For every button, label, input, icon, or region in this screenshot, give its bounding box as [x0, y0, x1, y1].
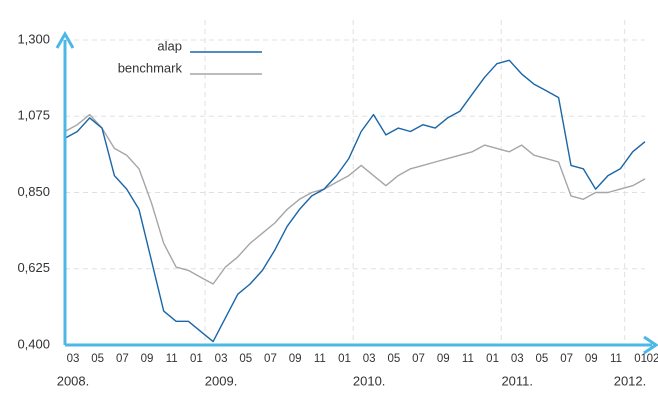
x-tick-label: 07 — [560, 353, 573, 365]
y-tick-label: 0,625 — [17, 260, 50, 275]
y-tick-label: 1,300 — [17, 31, 50, 46]
x-tick-label: 09 — [585, 353, 598, 365]
legend-label: benchmark — [118, 60, 183, 75]
series-line — [64, 113, 646, 285]
x-tick-label: 09 — [141, 353, 154, 365]
x-tick-label: 07 — [116, 353, 129, 365]
x-tick-label: 09 — [437, 353, 450, 365]
x-tick-label: 05 — [239, 353, 252, 365]
x-tick-label: 02 — [647, 353, 658, 365]
legend-label: alap — [157, 38, 182, 53]
x-tick-label: 03 — [215, 353, 228, 365]
y-tick-label: 1,075 — [17, 108, 50, 123]
y-tick-label: 0,400 — [17, 336, 50, 351]
x-tick-label: 03 — [363, 353, 376, 365]
x-tick-label: 09 — [289, 353, 302, 365]
x-tick-label: 05 — [91, 353, 104, 365]
x-tick-label: 05 — [536, 353, 549, 365]
year-label: 2010. — [353, 373, 386, 388]
x-tick-label: 01 — [634, 353, 647, 365]
x-tick-label: 11 — [610, 353, 622, 365]
x-tick-label: 01 — [338, 353, 351, 365]
x-tick-label: 01 — [190, 353, 203, 365]
x-tick-label: 07 — [264, 353, 277, 365]
year-label: 2008. — [57, 373, 90, 388]
x-tick-label: 03 — [67, 353, 80, 365]
y-axis-arrow — [55, 30, 75, 49]
series-line — [64, 59, 646, 343]
x-tick-label: 03 — [511, 353, 524, 365]
x-tick-label: 01 — [486, 353, 499, 365]
x-tick-label: 11 — [462, 353, 474, 365]
year-label: 2011. — [501, 373, 533, 388]
year-label: 2009. — [205, 373, 238, 388]
x-tick-label: 11 — [314, 353, 326, 365]
x-tick-label: 11 — [166, 353, 178, 365]
year-label: 2012. — [614, 373, 647, 388]
x-axis-arrow — [643, 335, 658, 355]
x-tick-label: 05 — [387, 353, 400, 365]
x-tick-label: 07 — [412, 353, 425, 365]
y-tick-label: 0,850 — [17, 184, 50, 199]
